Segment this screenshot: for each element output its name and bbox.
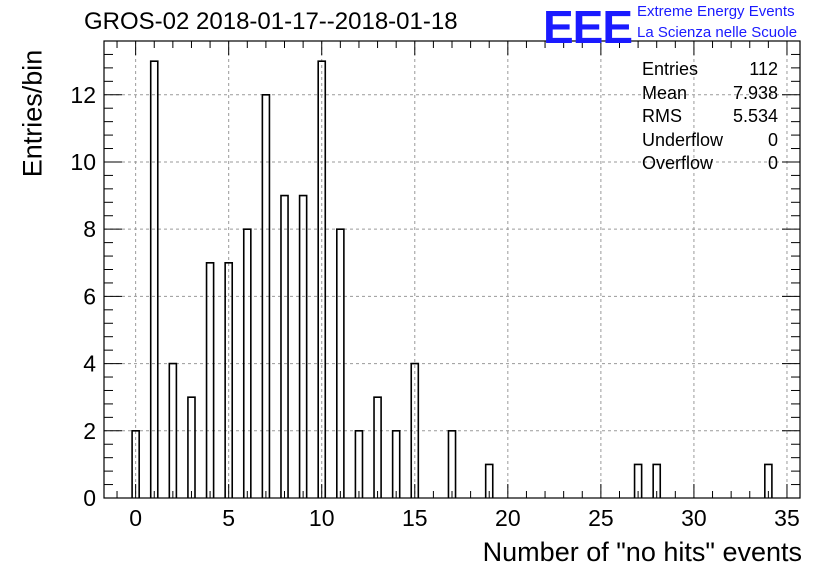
x-tick-label: 20 <box>495 505 521 531</box>
y-tick-label: 10 <box>70 149 96 175</box>
logo-caption-line2: La Scienza nelle Scuole <box>637 24 798 41</box>
histogram-bar <box>131 429 140 498</box>
histogram-bar <box>391 429 401 498</box>
x-axis-label: Number of "no hits" events <box>482 537 802 567</box>
y-tick-label: 12 <box>70 82 96 108</box>
x-tick-label: 25 <box>588 505 614 531</box>
stat-entries: Entries 112 <box>642 58 778 82</box>
y-tick-label: 8 <box>83 216 96 242</box>
histogram-bar <box>224 261 234 498</box>
histogram-bar <box>354 429 364 498</box>
stat-overflow: Overflow 0 <box>642 152 778 176</box>
stat-value: 5.534 <box>732 106 778 126</box>
histogram-bar <box>410 362 420 498</box>
histogram-bar <box>242 228 252 498</box>
histogram-bar <box>261 93 271 498</box>
stat-label: Entries <box>642 59 699 79</box>
x-tick-label: 10 <box>309 505 335 531</box>
stat-value: 7.938 <box>732 82 778 103</box>
histogram-bar <box>280 194 289 498</box>
axis-ticks <box>104 41 800 499</box>
stat-value: 0 <box>767 153 778 173</box>
histogram-bar <box>652 463 662 498</box>
histogram-bar <box>205 261 215 498</box>
x-tick-label: 0 <box>129 505 142 531</box>
x-tick-label: 5 <box>222 505 235 531</box>
eee-logo: EEE <box>543 1 633 53</box>
stat-label: Underflow <box>642 129 724 150</box>
x-tick-label: 30 <box>681 505 707 531</box>
grid-lines <box>104 41 800 498</box>
y-tick-label: 6 <box>83 283 96 309</box>
stat-label: RMS <box>642 106 682 126</box>
x-tick-label: 15 <box>402 505 428 531</box>
histogram-bar <box>373 396 382 498</box>
stat-label: Overflow <box>642 153 714 173</box>
histogram-bar <box>336 228 345 498</box>
tick-labels: 0 5 10 15 20 25 30 35 0 2 4 6 8 10 12 <box>70 82 799 531</box>
logo-caption-line1: Extreme Energy Events <box>637 3 795 20</box>
histogram-bar <box>317 60 327 498</box>
stat-value: 112 <box>749 59 778 79</box>
stat-rms: RMS 5.534 <box>642 105 778 129</box>
stat-underflow: Underflow 0 <box>642 129 778 153</box>
histogram-bar <box>298 194 308 498</box>
y-axis-label: Entries/bin <box>17 49 48 178</box>
histogram-bar <box>764 463 773 498</box>
histogram-bar <box>633 463 643 498</box>
histogram-bar <box>447 429 457 498</box>
chart-title: GROS-02 2018-01-17--2018-01-18 <box>84 8 458 35</box>
histogram-bar <box>484 463 494 498</box>
y-tick-label: 0 <box>83 485 96 511</box>
y-tick-label: 2 <box>83 418 96 444</box>
y-tick-label: 4 <box>83 351 96 377</box>
x-tick-label: 35 <box>774 505 800 531</box>
histogram-bar <box>187 396 196 498</box>
histogram-bars <box>131 60 773 498</box>
stats-box: Entries 112 Mean 7.938 RMS 5.534 Underfl… <box>642 58 778 176</box>
stat-mean: Mean 7.938 <box>642 82 778 106</box>
histogram-bar <box>149 60 159 498</box>
stat-label: Mean <box>642 82 688 103</box>
stat-value: 0 <box>767 129 778 150</box>
histogram-bar <box>168 362 178 498</box>
